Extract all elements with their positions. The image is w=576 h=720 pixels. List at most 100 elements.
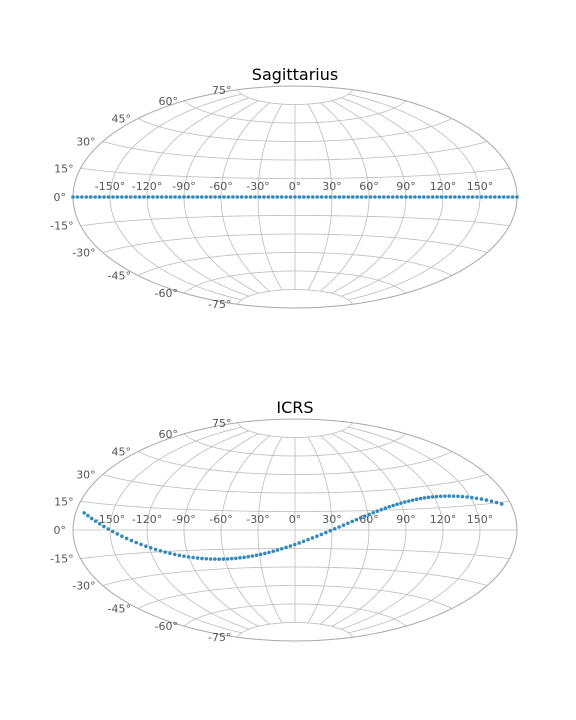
data-point — [484, 195, 488, 199]
data-point — [97, 195, 102, 199]
chart-icrs: ICRS -150° -120° -90° -60° -30° 0° 30° 6… — [50, 398, 518, 644]
data-point — [142, 195, 146, 199]
chart-sagittarius: Sagittarius -150° -120° -90° -60° -30° 0… — [50, 65, 519, 311]
data-point — [506, 195, 510, 199]
data-point — [284, 195, 288, 199]
data-point — [234, 556, 238, 561]
data-point — [146, 195, 151, 199]
data-point — [358, 516, 363, 520]
data-point — [182, 195, 186, 199]
data-point — [102, 524, 106, 529]
data-point — [367, 512, 371, 517]
data-point — [120, 534, 124, 539]
data-point — [470, 195, 475, 199]
graticule — [73, 422, 517, 638]
data-point — [88, 195, 93, 199]
data-point — [301, 539, 306, 544]
data-point — [148, 546, 153, 550]
data-point — [403, 500, 407, 504]
data-point — [383, 506, 388, 511]
data-point — [346, 521, 350, 526]
x-tick-label: -60° — [209, 513, 232, 526]
longitude-tick-labels: -150° -120° -90° -60° -30° 0° 30° 60° 90… — [95, 180, 493, 193]
data-point — [254, 553, 259, 558]
parallel-line — [137, 585, 453, 609]
data-point — [293, 195, 297, 199]
data-point — [451, 494, 456, 498]
data-point — [328, 195, 333, 199]
y-tick-label: -60° — [155, 287, 178, 300]
data-point — [333, 195, 337, 199]
parallel-line — [137, 451, 453, 475]
y-tick-label: 45° — [112, 446, 132, 459]
data-point — [426, 195, 431, 199]
data-point — [242, 555, 246, 560]
data-point — [395, 502, 399, 507]
data-point — [80, 195, 84, 199]
y-tick-label: -30° — [72, 247, 95, 260]
latitude-tick-labels: -75° -60° -45° -30° -15° 0° 15° 30° 45° … — [50, 84, 231, 311]
data-point — [447, 494, 452, 498]
x-tick-label: 120° — [430, 513, 457, 526]
data-point — [399, 195, 404, 199]
data-point — [377, 195, 382, 199]
x-tick-label: 30° — [322, 513, 342, 526]
data-point — [120, 195, 124, 199]
parallel-line — [237, 89, 353, 105]
parallel-line — [102, 141, 488, 161]
data-point — [332, 527, 337, 531]
data-point — [310, 536, 315, 540]
y-tick-label: 45° — [112, 113, 132, 126]
data-point — [173, 195, 177, 199]
data-point — [217, 195, 222, 199]
data-point — [213, 557, 217, 561]
data-point — [456, 494, 460, 499]
y-tick-label: -30° — [72, 580, 95, 593]
data-point — [155, 195, 160, 199]
y-tick-label: 0° — [54, 191, 67, 204]
data-point — [204, 556, 209, 561]
data-point — [475, 195, 479, 199]
data-point — [160, 195, 164, 199]
data-point — [102, 195, 106, 199]
y-tick-label: 30° — [76, 136, 96, 149]
data-point — [182, 554, 186, 558]
x-tick-label: -150° — [95, 513, 125, 526]
x-tick-label: 90° — [396, 180, 416, 193]
y-tick-label: -60° — [155, 620, 178, 633]
data-point — [248, 195, 253, 199]
parallel-line — [183, 100, 407, 124]
x-tick-label: -120° — [132, 180, 162, 193]
data-point — [382, 195, 386, 199]
data-point — [499, 502, 504, 506]
parallel-line — [102, 233, 488, 253]
data-point — [306, 537, 310, 542]
data-point — [414, 497, 419, 502]
data-point — [239, 195, 244, 199]
data-point — [195, 195, 200, 199]
parallel-line — [137, 252, 453, 276]
data-point — [279, 546, 284, 551]
data-point — [177, 553, 182, 558]
data-point — [186, 555, 191, 559]
data-point — [168, 551, 172, 556]
data-point — [430, 195, 435, 199]
data-point — [359, 195, 364, 199]
data-point — [453, 195, 457, 199]
x-tick-label: 90° — [396, 513, 416, 526]
data-point — [355, 195, 359, 199]
data-point — [460, 494, 465, 499]
latitude-tick-labels: -75° -60° -45° -30° -15° 0° 15° 30° 45° … — [50, 417, 231, 644]
x-tick-label: 150° — [467, 513, 494, 526]
data-point — [337, 195, 342, 199]
data-point — [413, 195, 417, 199]
x-tick-label: -90° — [172, 513, 195, 526]
data-point — [133, 195, 137, 199]
y-tick-label: -15° — [50, 553, 73, 566]
data-point — [399, 501, 403, 505]
data-point — [253, 195, 257, 199]
x-tick-label: -150° — [95, 180, 125, 193]
data-point — [137, 195, 142, 199]
x-tick-label: 60° — [359, 180, 379, 193]
